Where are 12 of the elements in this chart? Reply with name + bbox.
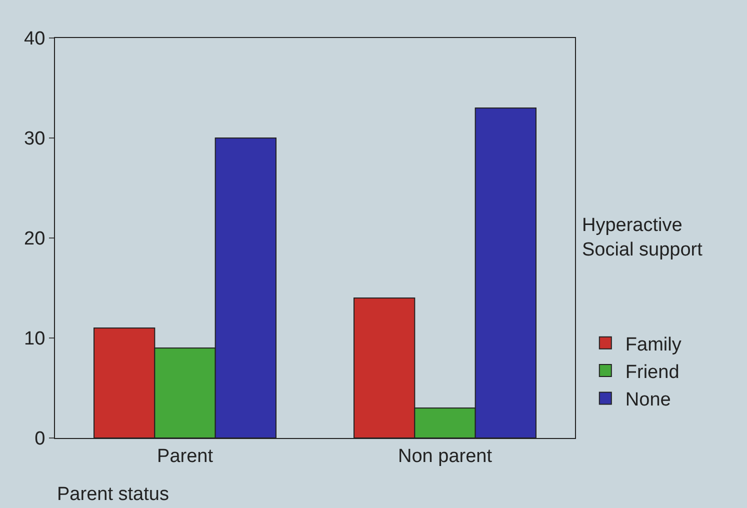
y-tick-label: 40	[24, 28, 46, 50]
x-axis-title: Parent status	[57, 484, 169, 505]
y-tick-label: 10	[24, 328, 46, 350]
legend-title: Hyperactive Social support	[582, 215, 704, 261]
y-tick-label: 0	[34, 428, 46, 450]
y-tick-label: 30	[24, 128, 46, 150]
y-tick-label: 20	[24, 228, 46, 250]
legend-label: None	[625, 390, 671, 411]
x-tick-label: Parent	[157, 446, 214, 467]
legend-label: Family	[625, 334, 682, 356]
legend-label: Friend	[625, 362, 680, 383]
x-tick-label: Non parent	[398, 446, 493, 467]
